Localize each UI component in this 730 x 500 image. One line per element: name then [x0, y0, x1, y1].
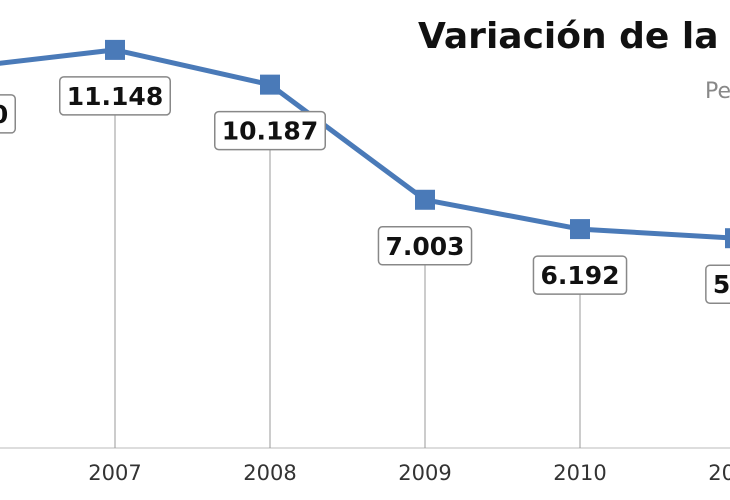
- value-label-box: [532, 255, 628, 295]
- x-tick-label: 2008: [243, 461, 296, 485]
- value-label-box: [59, 76, 171, 116]
- value-label-text: 10.650: [0, 100, 8, 129]
- x-tick-label: 2009: [398, 461, 451, 485]
- chart-title: Variación de la: [418, 16, 719, 57]
- point-marker: [725, 228, 730, 249]
- series-line: [0, 47, 730, 241]
- x-tick-label: 2010: [553, 461, 606, 485]
- x-tick-label: 2007: [88, 461, 141, 485]
- x-tick-label: 2011: [708, 461, 730, 485]
- value-label: 10.187: [214, 110, 326, 151]
- value-label-text: 11.148: [67, 82, 163, 111]
- point-marker: [105, 39, 125, 60]
- value-label-box: [705, 264, 730, 304]
- point-marker: [260, 74, 280, 95]
- value-label: 11.148: [59, 76, 171, 116]
- value-label-box: [214, 110, 326, 151]
- value-label: 10.650: [0, 94, 16, 134]
- value-label: 7.003: [377, 226, 473, 266]
- value-label: 5.9: [705, 264, 730, 304]
- value-label-box: [0, 94, 16, 134]
- value-label-text: 10.187: [222, 117, 318, 146]
- value-label-box: [377, 226, 473, 266]
- point-marker: [570, 219, 590, 240]
- value-label: 6.192: [532, 255, 628, 295]
- value-label-text: 7.003: [385, 232, 464, 261]
- point-marker: [415, 189, 435, 210]
- chart-subtitle: Pe: [705, 79, 730, 104]
- value-label-text: 5.9: [713, 270, 730, 299]
- value-label-text: 6.192: [540, 261, 619, 290]
